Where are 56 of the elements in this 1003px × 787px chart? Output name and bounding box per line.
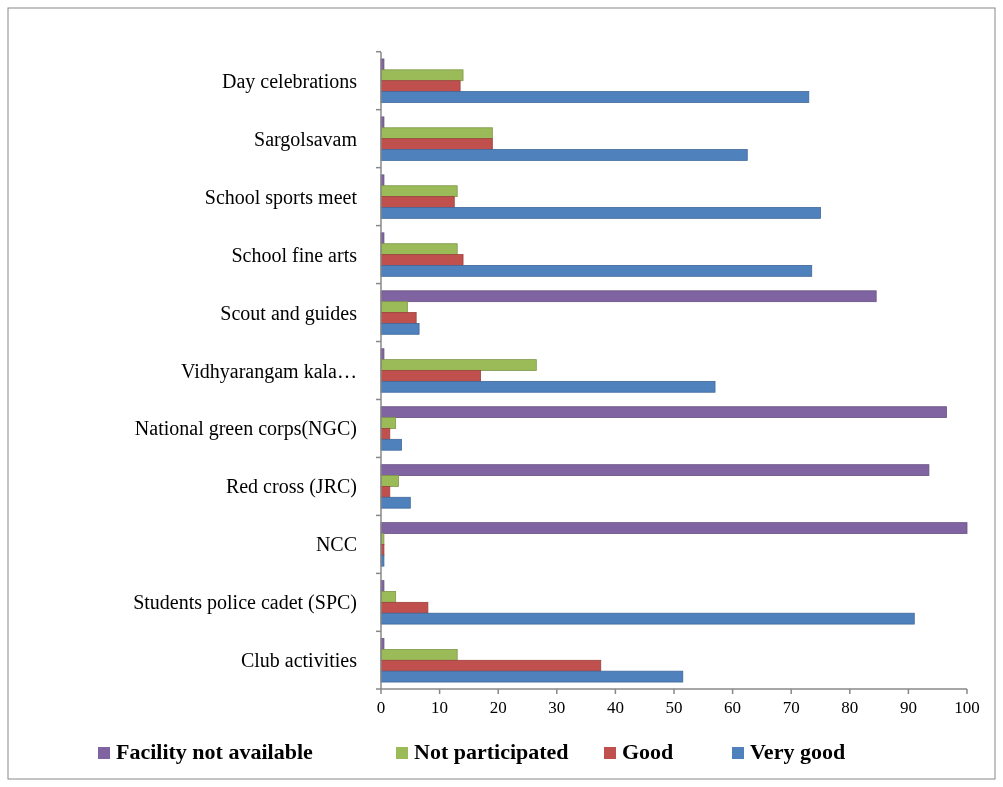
x-tick-label: 40 <box>606 698 624 717</box>
bar <box>380 438 402 451</box>
bar <box>380 496 411 509</box>
x-tick-label: 100 <box>954 698 980 717</box>
y-tick-label: NCC <box>315 533 357 556</box>
x-tick-label: 80 <box>841 698 859 717</box>
bar <box>380 464 930 476</box>
x-tick-label: 50 <box>665 698 683 717</box>
bar <box>380 196 455 208</box>
y-tick-label: School sports meet <box>204 185 358 209</box>
bar <box>380 301 408 313</box>
bar <box>380 406 947 418</box>
y-tick-label: Day celebrations <box>222 69 358 93</box>
bar <box>380 185 458 198</box>
bar <box>380 380 716 393</box>
bar <box>380 243 458 255</box>
x-tick-label: 70 <box>782 698 800 717</box>
bar <box>380 359 537 371</box>
bar <box>380 522 968 534</box>
x-tick-label: 10 <box>431 698 449 717</box>
bar <box>380 207 821 219</box>
y-tick-label: Scout and guides <box>220 301 358 325</box>
legend-label: Very good <box>750 739 846 764</box>
legend-label: Good <box>622 739 674 764</box>
bar <box>380 127 493 140</box>
bar <box>380 323 420 335</box>
x-tick-label: 90 <box>899 698 917 717</box>
bar <box>380 69 464 82</box>
y-tick-label: National green corps(NGC) <box>134 417 357 441</box>
bar <box>380 290 877 303</box>
bar <box>380 670 684 683</box>
bar <box>380 265 813 277</box>
legend-label: Facility not available <box>116 739 313 764</box>
y-tick-label: Vidhyarangam kala… <box>181 359 357 383</box>
y-tick-label: Students police cadet (SPC) <box>133 591 357 615</box>
bar <box>380 601 429 614</box>
bar <box>380 659 602 672</box>
bar <box>380 475 399 487</box>
legend-label: Not participated <box>414 739 569 764</box>
x-tick-label: 30 <box>548 698 566 717</box>
bar <box>380 91 810 103</box>
bar <box>380 254 464 266</box>
x-tick-label: 20 <box>489 698 507 717</box>
x-tick-label: 60 <box>724 698 742 717</box>
bar <box>380 612 915 625</box>
x-tick-label: 0 <box>376 698 386 717</box>
bar <box>380 649 458 661</box>
y-tick-label: Club activities <box>240 649 358 672</box>
bar <box>380 312 417 324</box>
y-tick-label: Red cross (JRC) <box>225 475 357 499</box>
bar <box>380 80 461 92</box>
bar <box>380 138 493 150</box>
bar <box>380 370 482 382</box>
y-tick-label: Sargolsavam <box>254 127 358 151</box>
bar <box>380 149 748 161</box>
y-tick-label: School fine arts <box>231 243 358 266</box>
